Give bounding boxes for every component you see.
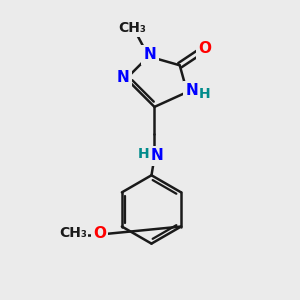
Text: H: H bbox=[137, 148, 149, 161]
Text: O: O bbox=[199, 41, 212, 56]
Text: N: N bbox=[144, 47, 156, 62]
Text: CH₃: CH₃ bbox=[118, 21, 146, 35]
Text: O: O bbox=[93, 226, 106, 241]
Text: N: N bbox=[117, 70, 130, 85]
Text: N: N bbox=[185, 83, 198, 98]
Text: CH₃: CH₃ bbox=[59, 226, 87, 240]
Text: N: N bbox=[151, 148, 164, 164]
Text: H: H bbox=[199, 86, 211, 100]
